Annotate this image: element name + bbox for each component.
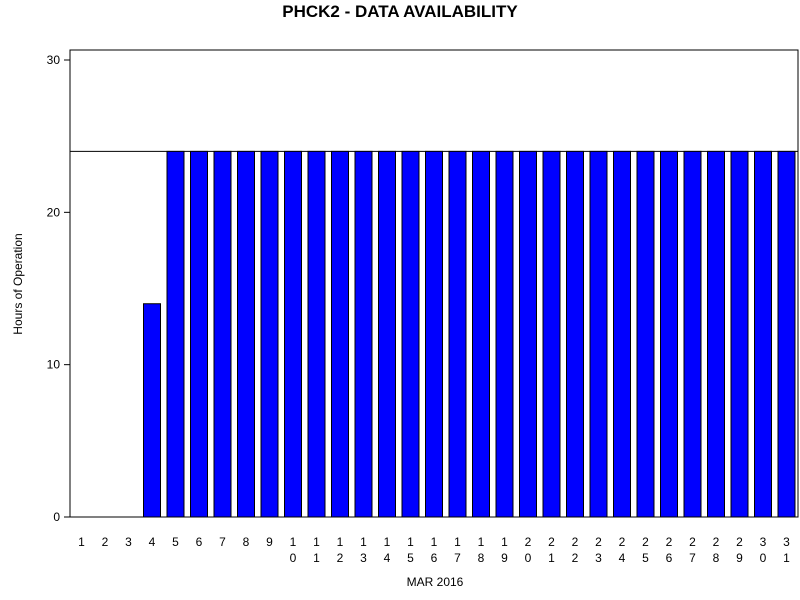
bar-day-5 bbox=[166, 150, 185, 518]
bar-day-23 bbox=[589, 150, 608, 518]
bar-day-27 bbox=[683, 150, 702, 518]
y-tick-label: 10 bbox=[47, 358, 61, 372]
bar-day-26 bbox=[660, 150, 678, 518]
bar-day-10 bbox=[284, 150, 302, 518]
x-axis: 1 2 3 4 5 6 7 8 9 1 01 11 21 31 41 51 61 71 81 92 02 12 22 32 42… bbox=[78, 535, 790, 565]
y-axis: 0 10 20 30 bbox=[47, 53, 70, 524]
x-tick-label: 3 bbox=[125, 535, 132, 549]
bar-day-13 bbox=[354, 150, 373, 518]
x-tick-label: 7 bbox=[219, 535, 226, 549]
bar-day-12 bbox=[331, 150, 349, 518]
chart-title: PHCK2 - DATA AVAILABILITY bbox=[282, 2, 518, 21]
x-tick-label: 1 bbox=[78, 535, 85, 549]
bars bbox=[143, 150, 796, 518]
bar-day-9 bbox=[260, 150, 279, 518]
y-tick-label: 20 bbox=[47, 205, 61, 219]
bar-day-18 bbox=[472, 150, 490, 518]
bar-day-4 bbox=[143, 303, 161, 518]
bar-day-22 bbox=[566, 150, 584, 518]
bar-day-14 bbox=[378, 150, 396, 518]
bar-day-19 bbox=[495, 150, 514, 518]
bar-day-30 bbox=[754, 150, 772, 518]
y-tick-label: 0 bbox=[53, 510, 60, 524]
x-axis-label: MAR 2016 bbox=[407, 575, 464, 589]
bar-day-29 bbox=[730, 150, 749, 518]
x-tick-label: 2 bbox=[102, 535, 109, 549]
x-tick-label: 5 bbox=[172, 535, 179, 549]
bar-day-6 bbox=[190, 150, 208, 518]
x-tick-label: 4 bbox=[149, 535, 156, 549]
bar-day-20 bbox=[519, 150, 537, 518]
bar-day-17 bbox=[448, 150, 467, 518]
bar-day-8 bbox=[237, 150, 255, 518]
bar-day-11 bbox=[307, 150, 326, 518]
bar-day-31 bbox=[777, 150, 796, 518]
x-tick-label: 8 bbox=[243, 535, 250, 549]
x-tick-label: 6 bbox=[196, 535, 203, 549]
bar-day-24 bbox=[613, 150, 631, 518]
bar-day-21 bbox=[542, 150, 561, 518]
bar-day-16 bbox=[425, 150, 443, 518]
bar-day-28 bbox=[707, 150, 725, 518]
y-tick-label: 30 bbox=[47, 53, 61, 67]
bar-day-15 bbox=[401, 150, 420, 518]
y-axis-label: Hours of Operation bbox=[11, 233, 25, 334]
bar-day-25 bbox=[636, 150, 655, 518]
x-tick-label: 9 bbox=[266, 535, 273, 549]
bar-day-7 bbox=[213, 150, 232, 518]
